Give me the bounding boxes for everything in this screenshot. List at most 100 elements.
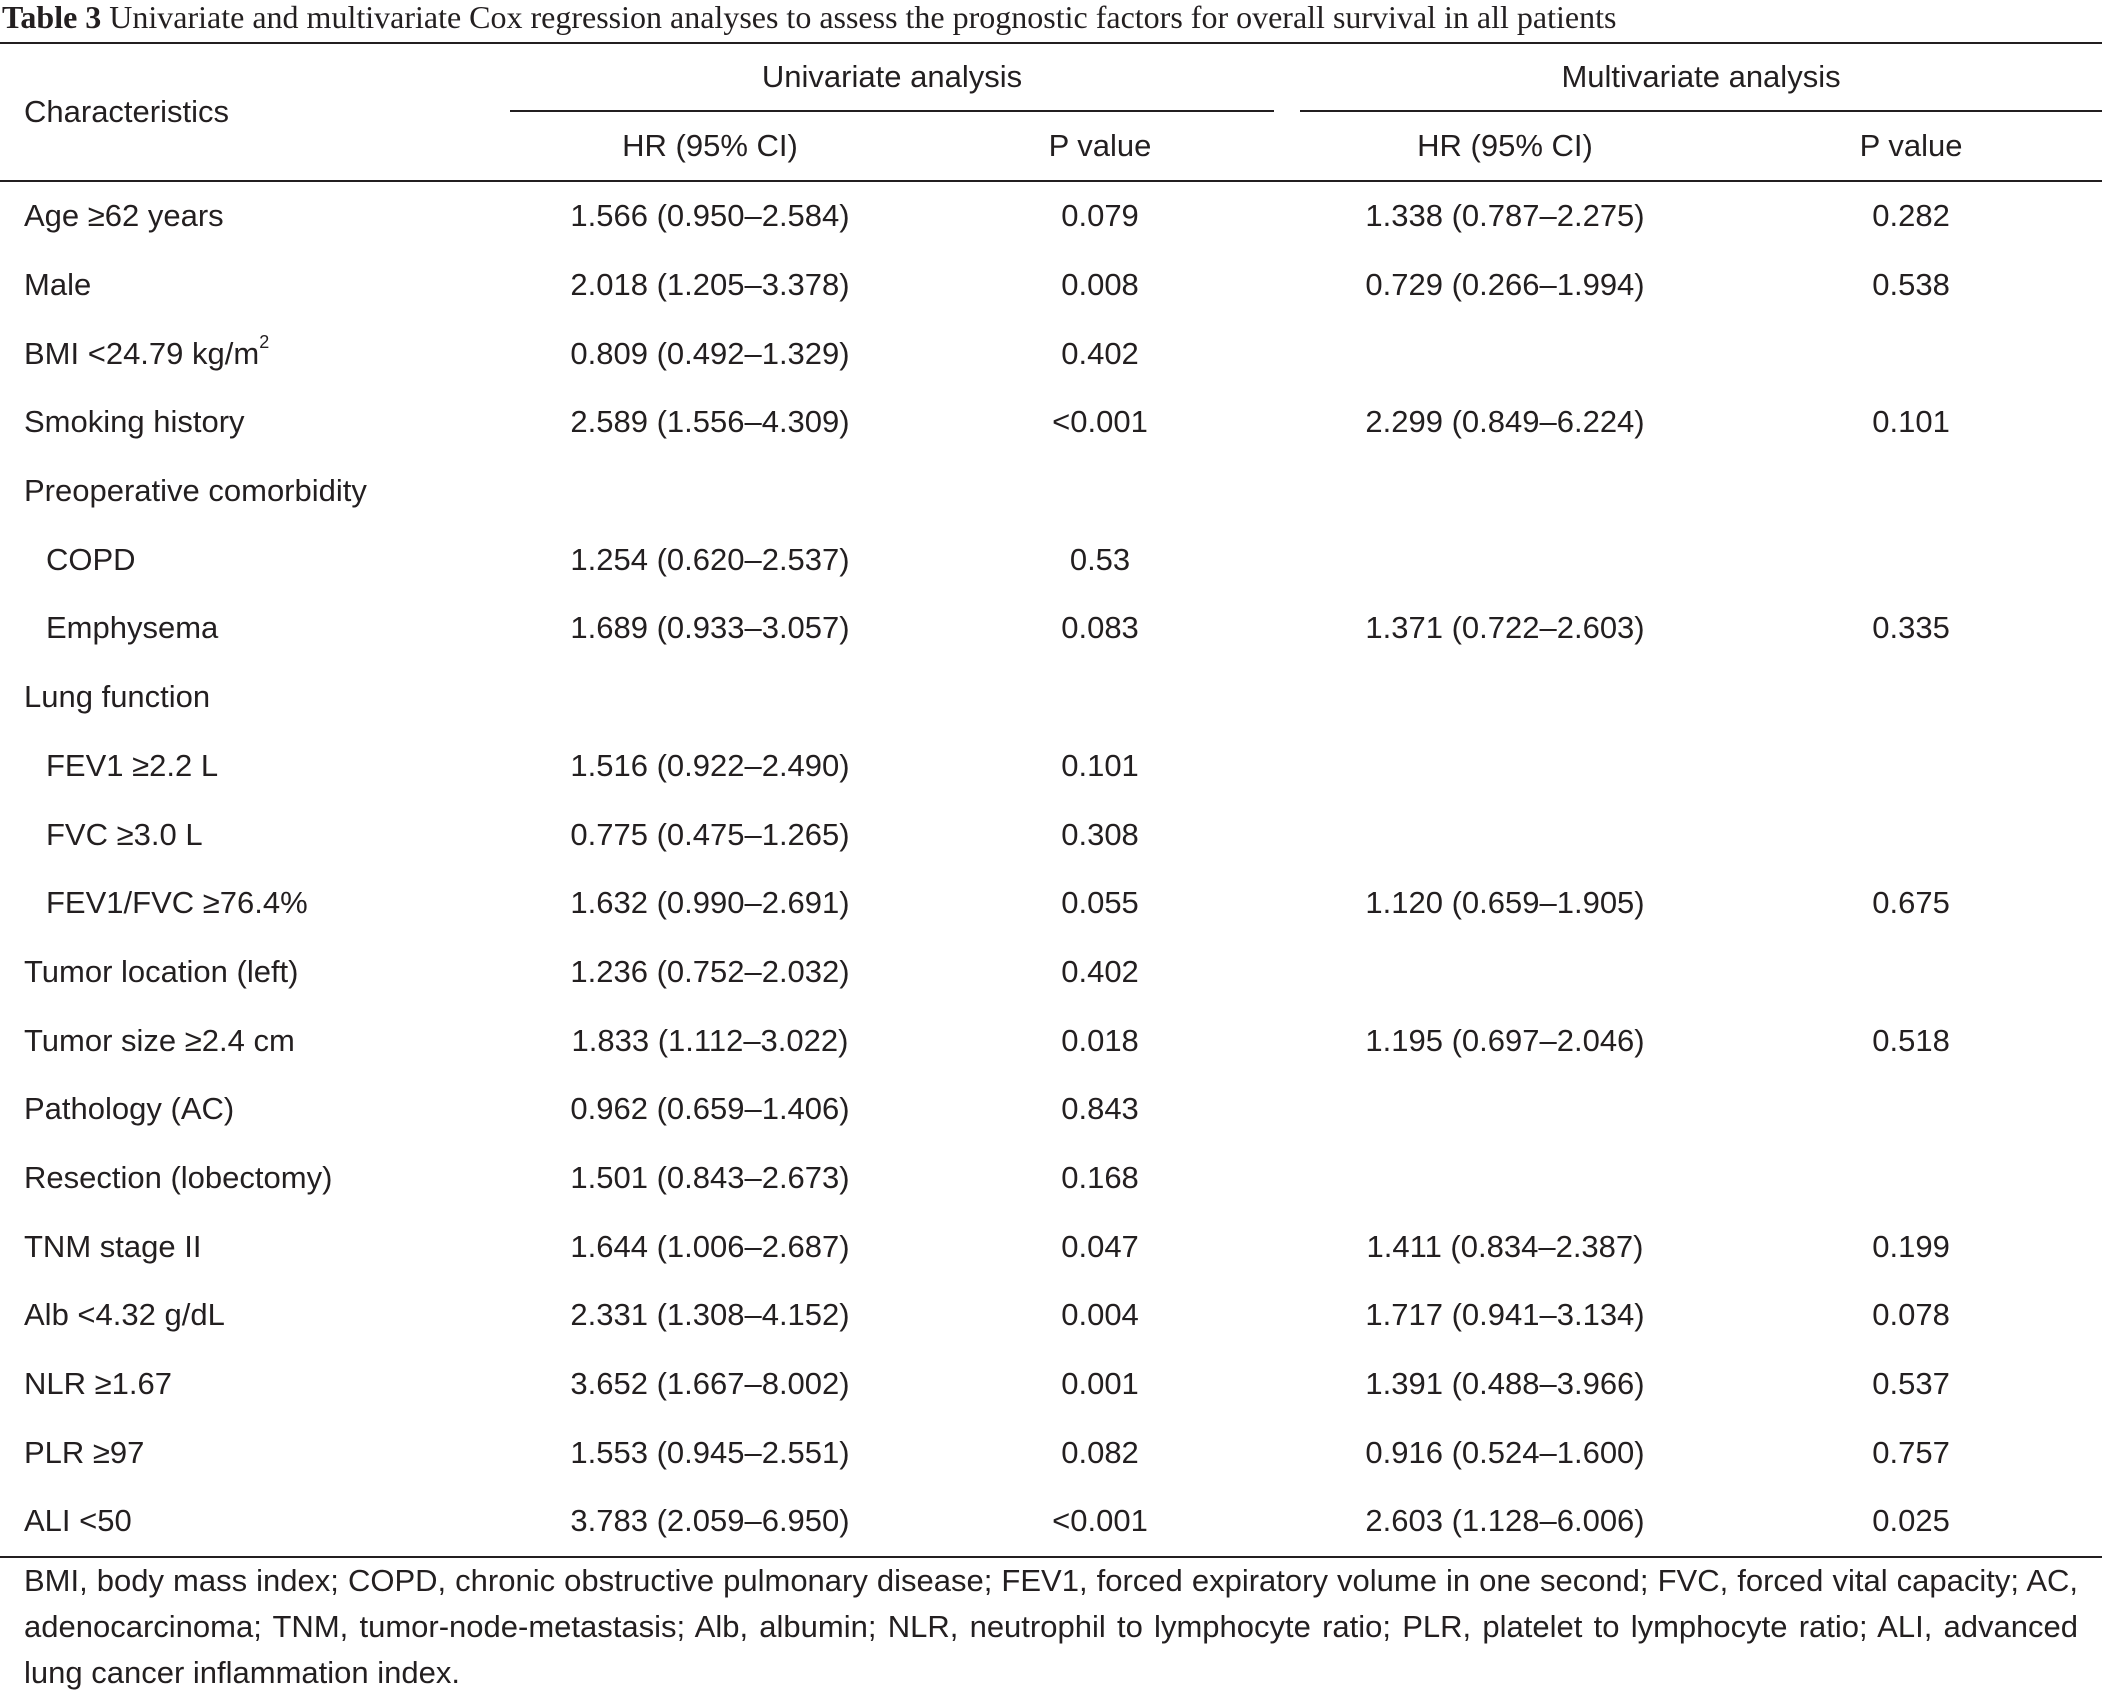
table-row: Pathology (AC) 0.962 (0.659–1.406) 0.843 bbox=[0, 1075, 2102, 1144]
cell-multivariate-p: 0.078 bbox=[1872, 1297, 1950, 1333]
row-characteristic: Alb <4.32 g/dL bbox=[0, 1281, 510, 1350]
cell-univariate-hr: 2.331 (1.308–4.152) bbox=[570, 1297, 850, 1333]
table-body: Age ≥62 years 1.566 (0.950–2.584) 0.079 1.3… bbox=[0, 181, 2102, 1558]
cell-univariate-p: 0.402 bbox=[1061, 335, 1139, 371]
cell-univariate-hr: 1.254 (0.620–2.537) bbox=[570, 541, 850, 577]
cell-univariate-hr: 3.783 (2.059–6.950) bbox=[510, 1487, 910, 1558]
cell-multivariate-p bbox=[1720, 525, 2102, 594]
cell-univariate-hr: 1.553 (0.945–2.551) bbox=[570, 1434, 850, 1470]
cell-multivariate-p: 0.537 bbox=[1872, 1366, 1950, 1402]
cell-univariate-p: 0.402 bbox=[1061, 953, 1139, 989]
row-characteristic: FEV1/FVC ≥76.4% bbox=[0, 869, 510, 938]
cell-univariate-hr: 1.689 (0.933–3.057) bbox=[570, 610, 850, 646]
row-characteristic: COPD bbox=[0, 525, 510, 594]
row-characteristic-text: Age ≥62 years bbox=[24, 198, 224, 234]
cell-univariate-hr bbox=[510, 457, 910, 526]
cell-multivariate-hr: 2.603 (1.128–6.006) bbox=[1290, 1487, 1721, 1558]
cell-univariate-p: <0.001 bbox=[910, 1487, 1291, 1558]
table-row: BMI <24.79 kg/m2 0.809 (0.492–1.329) 0.402 bbox=[0, 319, 2102, 388]
cell-univariate-hr: 1.236 (0.752–2.032) bbox=[570, 953, 850, 989]
cell-multivariate-hr: 1.338 (0.787–2.275) bbox=[1365, 198, 1645, 234]
cell-univariate-p: <0.001 bbox=[1052, 404, 1148, 440]
cell-multivariate-hr: 0.729 (0.266–1.994) bbox=[1365, 267, 1645, 303]
header-univariate-group: Univariate analysis bbox=[510, 42, 1291, 112]
cell-multivariate-p: 0.335 bbox=[1872, 610, 1950, 646]
cell-multivariate-p bbox=[1720, 732, 2102, 801]
row-characteristic-text: Pathology (AC) bbox=[24, 1091, 235, 1127]
table-caption: Table 3 Univariate and multivariate Cox … bbox=[2, 0, 1616, 34]
row-characteristic-text: FVC ≥3.0 L bbox=[46, 816, 203, 852]
row-characteristic: BMI <24.79 kg/m2 bbox=[0, 319, 510, 388]
header-multivariate-group: Multivariate analysis bbox=[1290, 42, 2102, 112]
row-characteristic: Age ≥62 years bbox=[0, 181, 510, 251]
row-characteristic: NLR ≥1.67 bbox=[0, 1350, 510, 1419]
cell-multivariate-p bbox=[1720, 319, 2102, 388]
cell-univariate-p: 0.53 bbox=[1069, 541, 1131, 577]
header-multivariate-label: Multivariate analysis bbox=[1300, 44, 2102, 112]
row-characteristic: Smoking history bbox=[0, 388, 510, 457]
table-row: Tumor size ≥2.4 cm 1.833 (1.112–3.022) 0.0… bbox=[0, 1006, 2102, 1075]
row-characteristic-text: Preoperative comorbidity bbox=[24, 473, 367, 509]
cell-multivariate-p bbox=[1720, 457, 2102, 526]
cell-univariate-hr: 1.566 (0.950–2.584) bbox=[570, 198, 850, 234]
row-characteristic: Male bbox=[0, 251, 510, 320]
row-characteristic: Tumor location (left) bbox=[0, 938, 510, 1007]
cell-multivariate-hr: 2.299 (0.849–6.224) bbox=[1365, 404, 1645, 440]
row-characteristic: Emphysema bbox=[0, 594, 510, 663]
cell-multivariate-p bbox=[1720, 800, 2102, 869]
table-header: Characteristics Univariate analysis Mult… bbox=[0, 42, 2102, 182]
header-univariate-label: Univariate analysis bbox=[510, 44, 1275, 112]
cell-univariate-hr: 0.962 (0.659–1.406) bbox=[570, 1091, 850, 1127]
cell-multivariate-hr: 1.411 (0.834–2.387) bbox=[1366, 1228, 1644, 1264]
cell-univariate-p: 0.083 bbox=[1061, 610, 1139, 646]
row-characteristic: Resection (lobectomy) bbox=[0, 1144, 510, 1213]
cell-univariate-p: 0.001 bbox=[1061, 1366, 1139, 1402]
cell-multivariate-hr bbox=[1290, 457, 1720, 526]
cell-multivariate-hr: 0.916 (0.524–1.600) bbox=[1365, 1434, 1645, 1470]
cell-univariate-p: 0.047 bbox=[1061, 1228, 1139, 1264]
header-uni-hr: HR (95% CI) bbox=[510, 112, 910, 182]
cell-univariate-hr: 0.809 (0.492–1.329) bbox=[570, 335, 850, 371]
row-characteristic: PLR ≥97 bbox=[0, 1418, 510, 1487]
cox-regression-table: Characteristics Univariate analysis Mult… bbox=[0, 42, 2102, 1558]
cell-multivariate-p bbox=[1720, 663, 2102, 732]
table-row: ALI <50 3.783 (2.059–6.950) <0.001 2.603 (1… bbox=[0, 1487, 2102, 1558]
table-row: Alb <4.32 g/dL 2.331 (1.308–4.152) 0.004 1.… bbox=[0, 1281, 2102, 1350]
cell-univariate-hr: 3.652 (1.667–8.002) bbox=[570, 1366, 850, 1402]
cell-univariate-p: 0.168 bbox=[1061, 1159, 1139, 1195]
cell-univariate-p: 0.843 bbox=[1061, 1091, 1139, 1127]
table-row: FEV1 ≥2.2 L 1.516 (0.922–2.490) 0.101 bbox=[0, 732, 2102, 801]
row-characteristic-text: FEV1/FVC ≥76.4% bbox=[46, 885, 308, 921]
table-caption-label: Table 3 bbox=[2, 0, 102, 35]
row-characteristic-text: BMI <24.79 kg/m bbox=[24, 335, 260, 371]
row-characteristic: FEV1 ≥2.2 L bbox=[0, 732, 510, 801]
row-characteristic: TNM stage II bbox=[0, 1212, 510, 1281]
table-row: FEV1/FVC ≥76.4% 1.632 (0.990–2.691) 0.055 1… bbox=[0, 869, 2102, 938]
cell-multivariate-hr bbox=[1290, 800, 1720, 869]
cell-multivariate-hr: 1.120 (0.659–1.905) bbox=[1365, 885, 1645, 921]
row-characteristic-text: Emphysema bbox=[46, 610, 219, 646]
cell-multivariate-p: 0.538 bbox=[1872, 267, 1950, 303]
row-characteristic-text: Resection (lobectomy) bbox=[24, 1159, 333, 1195]
cell-univariate-hr: 1.833 (1.112–3.022) bbox=[571, 1022, 849, 1058]
row-characteristic-text: FEV1 ≥2.2 L bbox=[46, 747, 219, 783]
row-characteristic-text: TNM stage II bbox=[24, 1228, 202, 1264]
cell-univariate-hr: 1.516 (0.922–2.490) bbox=[570, 747, 850, 783]
table-row: COPD 1.254 (0.620–2.537) 0.53 bbox=[0, 525, 2102, 594]
row-characteristic-text: Lung function bbox=[24, 679, 211, 715]
table-footnote: BMI, body mass index; COPD, chronic obst… bbox=[24, 1563, 2078, 1690]
row-characteristic-text: Alb <4.32 g/dL bbox=[24, 1297, 225, 1333]
table-caption-text: Univariate and multivariate Cox regressi… bbox=[109, 0, 1617, 35]
cell-univariate-p: 0.004 bbox=[1061, 1297, 1139, 1333]
row-characteristic: Preoperative comorbidity bbox=[0, 457, 510, 526]
table-row: TNM stage II 1.644 (1.006–2.687) 0.047 1.41… bbox=[0, 1212, 2102, 1281]
cell-univariate-p bbox=[910, 457, 1290, 526]
table-row: Lung function bbox=[0, 663, 2102, 732]
table-row: Emphysema 1.689 (0.933–3.057) 0.083 1.371 (… bbox=[0, 594, 2102, 663]
row-characteristic-text: NLR ≥1.67 bbox=[24, 1366, 172, 1402]
row-characteristic-text: Smoking history bbox=[24, 404, 245, 440]
cell-multivariate-p: 0.757 bbox=[1872, 1434, 1950, 1470]
cell-multivariate-hr bbox=[1290, 663, 1720, 732]
cell-univariate-p: 0.079 bbox=[1061, 198, 1139, 234]
